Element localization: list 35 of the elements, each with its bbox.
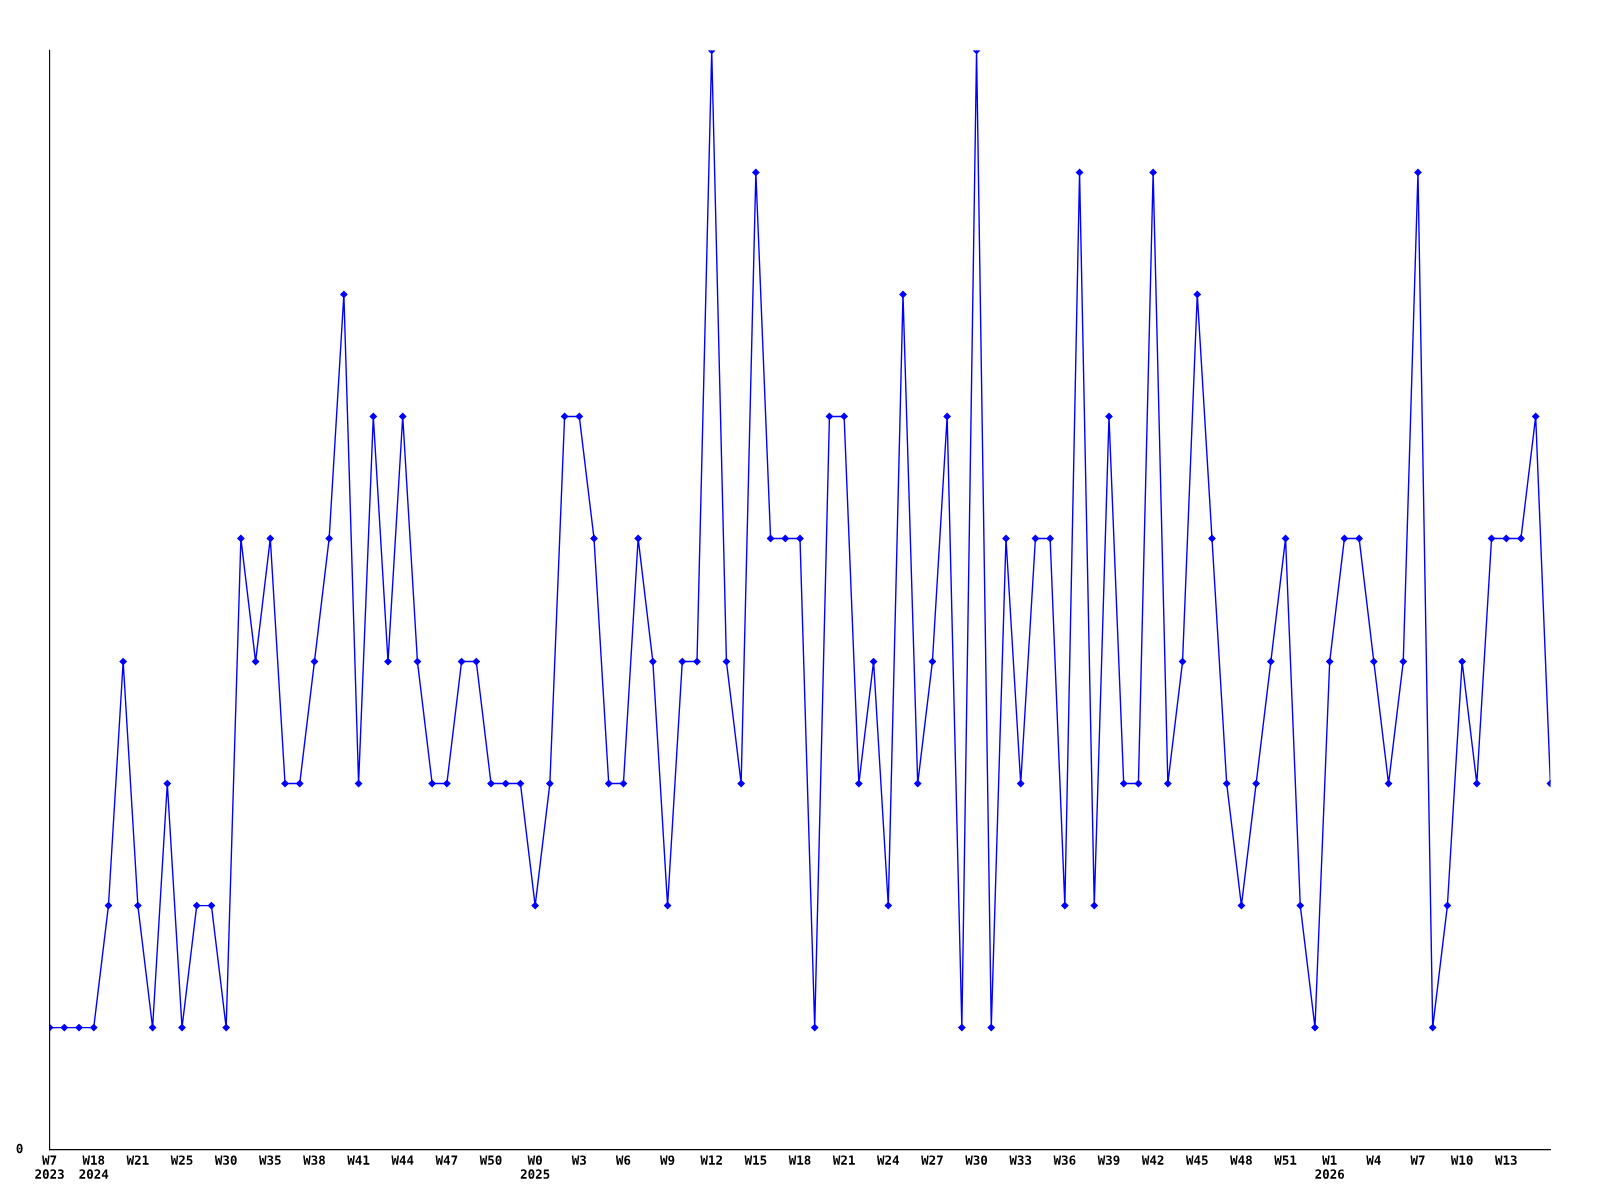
- x-tick-label: W21: [832, 1155, 855, 1165]
- x-tick-label: W30: [214, 1155, 237, 1165]
- x-tick-label: W7: [1410, 1155, 1425, 1165]
- x-tick-label: W48: [1230, 1155, 1252, 1165]
- x-tick-label: W39: [1097, 1155, 1120, 1165]
- x-tick-label: W50: [479, 1155, 502, 1165]
- x-tick-label: W18 2024: [79, 1155, 109, 1179]
- x-tick-label: W47: [435, 1155, 458, 1165]
- x-tick-label: W12: [700, 1155, 722, 1165]
- x-tick-label: W36: [1053, 1155, 1076, 1165]
- x-tick-label: W44: [391, 1155, 414, 1165]
- x-tick-label: W1 2026: [1315, 1155, 1345, 1179]
- x-tick-label: W33: [1009, 1155, 1032, 1165]
- x-tick-label: W27: [921, 1155, 943, 1165]
- x-tick-label: W7 2023: [35, 1155, 64, 1179]
- x-tick-label: W24: [876, 1155, 900, 1165]
- x-tick-label: W15: [744, 1155, 767, 1165]
- x-tick-label: W4: [1366, 1155, 1381, 1165]
- text: 0: [16, 1143, 23, 1154]
- x-tick-label: W51: [1274, 1155, 1297, 1165]
- x-tick-label: W35: [259, 1155, 281, 1165]
- x-tick-label: W45: [1185, 1155, 1208, 1165]
- x-tick-label: W41: [347, 1155, 370, 1165]
- x-tick-label: W18: [788, 1155, 811, 1165]
- x-tick-label: W30: [965, 1155, 988, 1165]
- x-tick-label: W38: [303, 1155, 325, 1165]
- x-tick-label: W13: [1494, 1155, 1517, 1165]
- x-tick-label: W25: [170, 1155, 193, 1165]
- x-tick-label: W10: [1450, 1155, 1473, 1165]
- x-tick-label: W3: [571, 1155, 587, 1165]
- x-tick-label: W21: [126, 1155, 149, 1165]
- x-tick-label: W9: [660, 1155, 675, 1165]
- x-tick-label: W6: [615, 1155, 631, 1165]
- x-tick-label: W42: [1141, 1155, 1164, 1165]
- x-tick-label: W0 2025: [520, 1155, 550, 1179]
